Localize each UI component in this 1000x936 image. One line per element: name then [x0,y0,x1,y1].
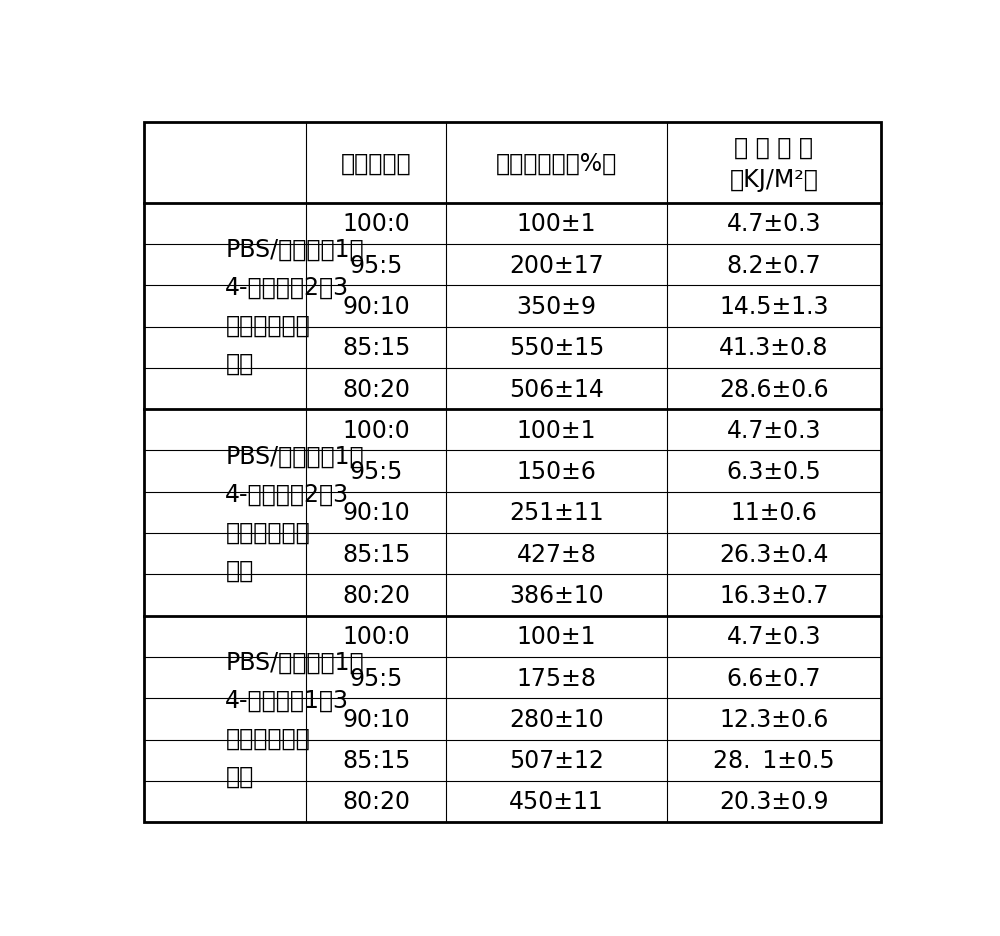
Text: 85:15: 85:15 [342,749,410,772]
Text: 4.7±0.3: 4.7±0.3 [727,212,821,236]
Text: 80:20: 80:20 [342,583,410,607]
Text: PBS/丁二酸、1，: PBS/丁二酸、1， [225,651,364,674]
Text: 100:0: 100:0 [342,418,410,443]
Text: 251±11: 251±11 [509,501,604,525]
Text: 4.7±0.3: 4.7±0.3 [727,624,821,649]
Text: 175±8: 175±8 [517,665,597,690]
Text: 90:10: 90:10 [342,295,410,318]
Text: 4-丁二醇、2，3: 4-丁二醇、2，3 [225,482,349,505]
Text: 100:0: 100:0 [342,212,410,236]
Text: 100:0: 100:0 [342,624,410,649]
Text: 断裂伸长率（%）: 断裂伸长率（%） [496,152,617,175]
Text: 506±14: 506±14 [509,377,604,402]
Text: 12.3±0.6: 12.3±0.6 [719,707,829,731]
Text: 6.3±0.5: 6.3±0.5 [726,460,821,484]
Text: 350±9: 350±9 [517,295,597,318]
Text: PBS/丁二酸、1，: PBS/丁二酸、1， [225,238,364,262]
Text: 100±1: 100±1 [517,212,596,236]
Text: 20.3±0.9: 20.3±0.9 [719,790,829,813]
Text: 80:20: 80:20 [342,790,410,813]
Text: 386±10: 386±10 [509,583,604,607]
Text: 共混质量比: 共混质量比 [341,152,412,175]
Text: 丁二醇聚酯弹: 丁二醇聚酯弹 [225,519,310,544]
Text: 507±12: 507±12 [509,749,604,772]
Text: PBS/己二酸、1，: PBS/己二酸、1， [225,444,364,468]
Text: 450±11: 450±11 [509,790,604,813]
Text: 427±8: 427±8 [517,542,597,566]
Text: 4-丁二醇、1，3: 4-丁二醇、1，3 [225,688,349,712]
Text: 85:15: 85:15 [342,336,410,359]
Text: 16.3±0.7: 16.3±0.7 [719,583,829,607]
Text: 4-丁二醇、2，3: 4-丁二醇、2，3 [225,276,349,300]
Text: 280±10: 280±10 [509,707,604,731]
Text: 41.3±0.8: 41.3±0.8 [719,336,829,359]
Text: 26.3±0.4: 26.3±0.4 [719,542,829,566]
Text: 95:5: 95:5 [350,254,403,277]
Text: 8.2±0.7: 8.2±0.7 [727,254,821,277]
Text: 11±0.6: 11±0.6 [730,501,817,525]
Text: 6.6±0.7: 6.6±0.7 [727,665,821,690]
Text: 冲 击 强 度: 冲 击 强 度 [734,136,813,159]
Text: 100±1: 100±1 [517,624,596,649]
Text: 14.5±1.3: 14.5±1.3 [719,295,829,318]
Text: 28. 1±0.5: 28. 1±0.5 [713,749,835,772]
Text: 80:20: 80:20 [342,377,410,402]
Text: 性体: 性体 [225,352,254,375]
Text: 550±15: 550±15 [509,336,604,359]
Text: 95:5: 95:5 [350,665,403,690]
Text: 4.7±0.3: 4.7±0.3 [727,418,821,443]
Text: 90:10: 90:10 [342,707,410,731]
Text: 丁二醇聚酯弹: 丁二醇聚酯弹 [225,314,310,338]
Text: （KJ/M²）: （KJ/M²） [729,168,818,191]
Text: 95:5: 95:5 [350,460,403,484]
Text: 性体: 性体 [225,558,254,582]
Text: 丙二醇聚酯弹: 丙二醇聚酯弹 [225,726,310,750]
Text: 200±17: 200±17 [509,254,604,277]
Text: 28.6±0.6: 28.6±0.6 [719,377,829,402]
Text: 90:10: 90:10 [342,501,410,525]
Text: 150±6: 150±6 [517,460,597,484]
Text: 85:15: 85:15 [342,542,410,566]
Text: 100±1: 100±1 [517,418,596,443]
Text: 性体: 性体 [225,764,254,788]
